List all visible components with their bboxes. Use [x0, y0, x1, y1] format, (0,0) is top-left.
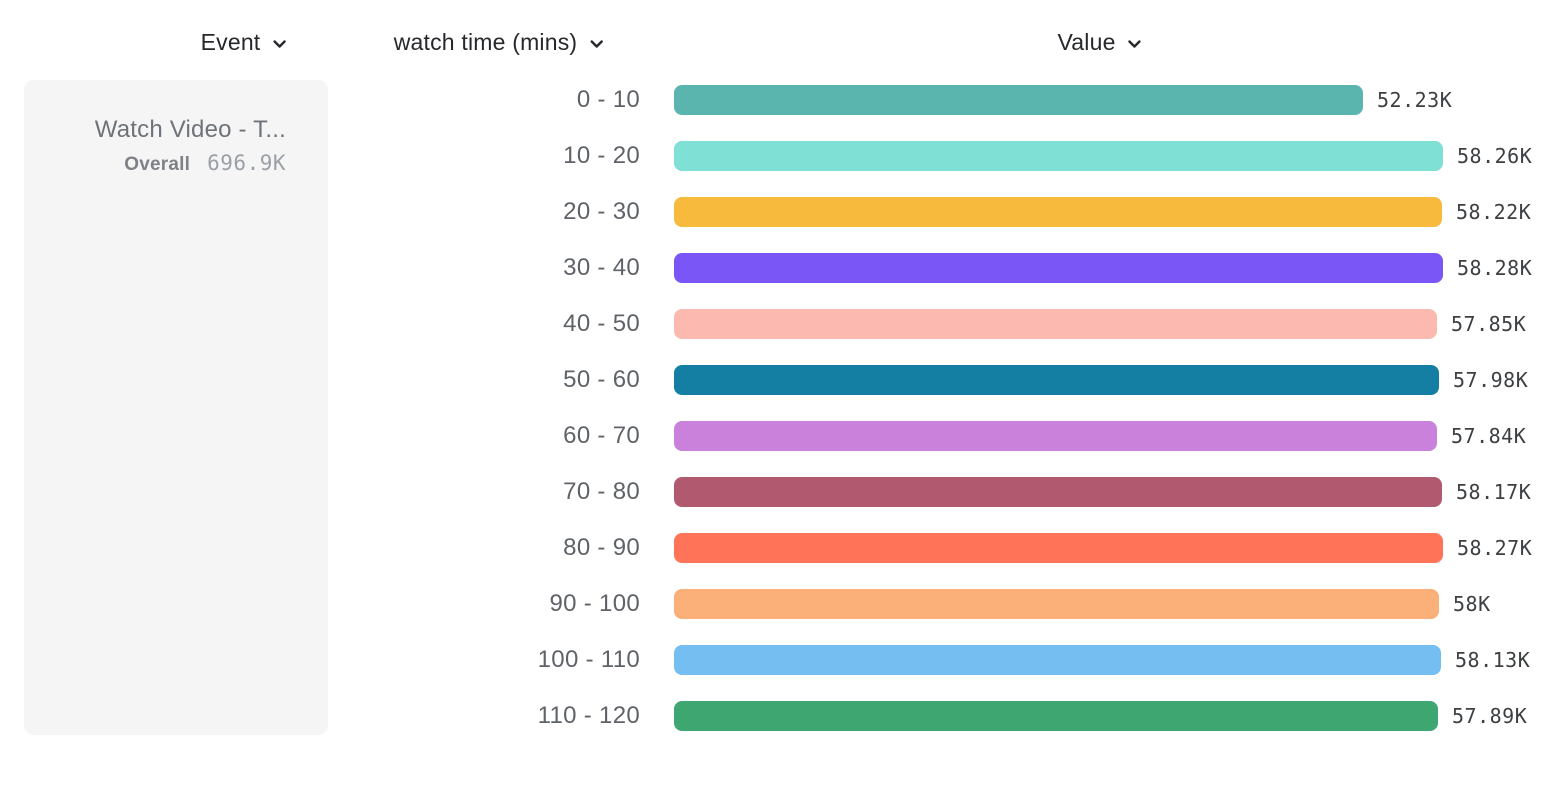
chart-row: 70 - 80 58.17K	[0, 464, 1568, 520]
bar-value-label: 57.84K	[1451, 424, 1527, 448]
bar-value-label: 58.26K	[1457, 144, 1533, 168]
bar-value-label: 58.13K	[1455, 648, 1531, 672]
overall-label: Overall	[124, 154, 191, 176]
bar-value-label: 57.98K	[1453, 368, 1529, 392]
bucket-label: 90 - 100	[549, 590, 640, 617]
bar-value-label: 58.22K	[1456, 200, 1532, 224]
bucket-label: 70 - 80	[563, 478, 640, 505]
bucket-label: 80 - 90	[563, 534, 640, 561]
bar-value-label: 58.27K	[1457, 536, 1533, 560]
bar-segment[interactable]	[674, 141, 1443, 171]
chevron-down-icon	[588, 36, 604, 52]
bar-segment[interactable]	[674, 309, 1437, 339]
chart-row: 40 - 50 57.85K	[0, 296, 1568, 352]
chart-row: 90 - 100 58K	[0, 576, 1568, 632]
bar-segment[interactable]	[674, 589, 1439, 619]
chart-row: 80 - 90 58.27K	[0, 520, 1568, 576]
bar-segment[interactable]	[674, 197, 1442, 227]
chart-row: 30 - 40 58.28K	[0, 240, 1568, 296]
chart-row: 110 - 120 57.89K	[0, 688, 1568, 744]
chart-row: 50 - 60 57.98K	[0, 352, 1568, 408]
chart-row: 60 - 70 57.84K	[0, 408, 1568, 464]
event-card[interactable]: Watch Video - T... Overall 696.9K	[24, 80, 328, 735]
column-header-breakdown[interactable]: watch time (mins)	[394, 26, 605, 58]
column-header-event-label: Event	[200, 28, 261, 55]
column-header-breakdown-label: watch time (mins)	[393, 28, 578, 55]
event-title: Watch Video - T...	[94, 116, 286, 143]
bucket-label: 50 - 60	[563, 366, 640, 393]
column-header-value-label: Value	[1057, 28, 1116, 55]
column-header-value[interactable]: Value	[1057, 26, 1142, 58]
bar-segment[interactable]	[674, 253, 1443, 283]
bar-segment[interactable]	[674, 533, 1443, 563]
bar-segment[interactable]	[674, 477, 1442, 507]
bucket-label: 110 - 120	[537, 702, 640, 729]
bar-value-label: 58K	[1453, 592, 1491, 616]
chart-row: 20 - 30 58.22K	[0, 184, 1568, 240]
bucket-label: 30 - 40	[563, 254, 640, 281]
overall-value: 696.9K	[207, 151, 286, 176]
bar-segment[interactable]	[674, 701, 1438, 731]
column-header-event[interactable]: Event	[201, 26, 288, 58]
bar-value-label: 57.85K	[1451, 312, 1527, 336]
chart-row: 0 - 10 52.23K	[0, 72, 1568, 128]
bucket-label: 60 - 70	[563, 422, 640, 449]
bar-chart: 0 - 10 52.23K 10 - 20 58.26K 20 - 30 58.22K 30…	[0, 72, 1568, 744]
bar-segment[interactable]	[674, 85, 1363, 115]
bar-value-label: 52.23K	[1377, 88, 1453, 112]
bucket-label: 10 - 20	[563, 142, 640, 169]
chevron-down-icon	[1127, 36, 1143, 52]
chart-row: 10 - 20 58.26K	[0, 128, 1568, 184]
bucket-label: 100 - 110	[537, 646, 640, 673]
bar-value-label: 57.89K	[1452, 704, 1528, 728]
chevron-down-icon	[271, 36, 287, 52]
bucket-label: 20 - 30	[563, 198, 640, 225]
bucket-label: 40 - 50	[563, 310, 640, 337]
bar-value-label: 58.28K	[1457, 256, 1533, 280]
chart-row: 100 - 110 58.13K	[0, 632, 1568, 688]
bar-segment[interactable]	[674, 421, 1437, 451]
bucket-label: 0 - 10	[576, 86, 640, 113]
bar-segment[interactable]	[674, 365, 1439, 395]
bar-segment[interactable]	[674, 645, 1441, 675]
event-overall-row: Overall 696.9K	[44, 151, 286, 176]
bar-value-label: 58.17K	[1456, 480, 1532, 504]
